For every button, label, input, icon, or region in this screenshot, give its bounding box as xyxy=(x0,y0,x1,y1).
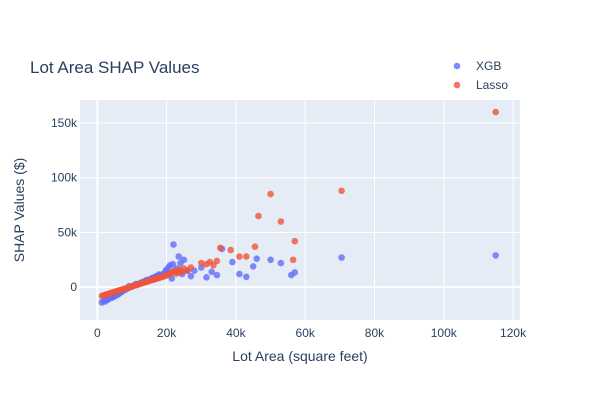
legend-item-lasso[interactable]: Lasso xyxy=(453,78,509,92)
point-lasso xyxy=(289,256,297,264)
legend-marker-lasso xyxy=(453,81,461,89)
point-lasso xyxy=(243,253,250,260)
y-axis-ticks: 0 50k 100k 150k xyxy=(51,116,78,294)
x-tick-label: 40k xyxy=(226,326,246,340)
x-tick-label: 80k xyxy=(365,326,385,340)
legend-item-xgb[interactable]: XGB xyxy=(453,59,502,73)
point-lasso xyxy=(217,244,224,252)
legend[interactable]: XGB Lasso xyxy=(453,59,509,92)
point-lasso xyxy=(227,246,234,254)
point-xgb xyxy=(492,252,500,259)
point-xgb xyxy=(267,256,274,264)
point-xgb xyxy=(187,272,195,280)
zero-lines xyxy=(80,100,520,320)
legend-label-xgb: XGB xyxy=(476,59,501,73)
point-lasso xyxy=(213,257,221,265)
x-tick-label: 0 xyxy=(94,326,101,340)
point-lasso xyxy=(255,212,262,220)
point-lasso xyxy=(338,187,345,195)
x-axis-ticks: 0 20k 40k 60k 80k 100k 120k xyxy=(94,326,527,340)
point-lasso xyxy=(187,264,195,271)
x-axis-title: Lot Area (square feet) xyxy=(232,348,367,364)
point-xgb xyxy=(169,260,177,268)
legend-label-lasso: Lasso xyxy=(476,78,508,92)
point-xgb xyxy=(175,253,182,260)
point-lasso xyxy=(492,108,500,116)
point-xgb xyxy=(229,258,236,266)
point-lasso xyxy=(198,259,205,267)
y-tick-label: 100k xyxy=(51,171,78,185)
y-tick-label: 0 xyxy=(70,280,77,294)
point-xgb xyxy=(291,269,299,276)
legend-marker-xgb xyxy=(453,62,461,70)
point-xgb xyxy=(170,241,177,248)
chart-title: Lot Area SHAP Values xyxy=(30,58,199,77)
y-tick-label: 150k xyxy=(51,116,78,130)
x-tick-label: 20k xyxy=(157,326,177,340)
point-lasso xyxy=(236,253,243,260)
point-xgb xyxy=(208,268,215,276)
point-xgb xyxy=(236,270,243,278)
point-xgb xyxy=(277,259,285,267)
point-xgb xyxy=(243,273,250,281)
point-lasso xyxy=(267,190,274,198)
data-points xyxy=(98,108,500,306)
x-tick-label: 120k xyxy=(500,326,527,340)
point-lasso xyxy=(277,218,285,225)
point-lasso xyxy=(291,237,299,245)
y-tick-label: 50k xyxy=(58,225,78,239)
point-xgb xyxy=(253,255,260,262)
point-xgb xyxy=(203,274,210,281)
point-xgb xyxy=(249,263,257,270)
point-xgb xyxy=(338,254,345,261)
x-tick-label: 60k xyxy=(296,326,316,340)
x-tick-label: 100k xyxy=(431,326,458,340)
point-lasso xyxy=(210,262,217,269)
plot-area xyxy=(80,100,520,320)
y-axis-title: SHAP Values ($) xyxy=(11,158,27,263)
series-lasso xyxy=(98,108,500,300)
grid-lines xyxy=(80,100,520,320)
point-xgb xyxy=(213,271,221,279)
point-xgb xyxy=(180,256,188,264)
point-lasso xyxy=(251,243,259,250)
